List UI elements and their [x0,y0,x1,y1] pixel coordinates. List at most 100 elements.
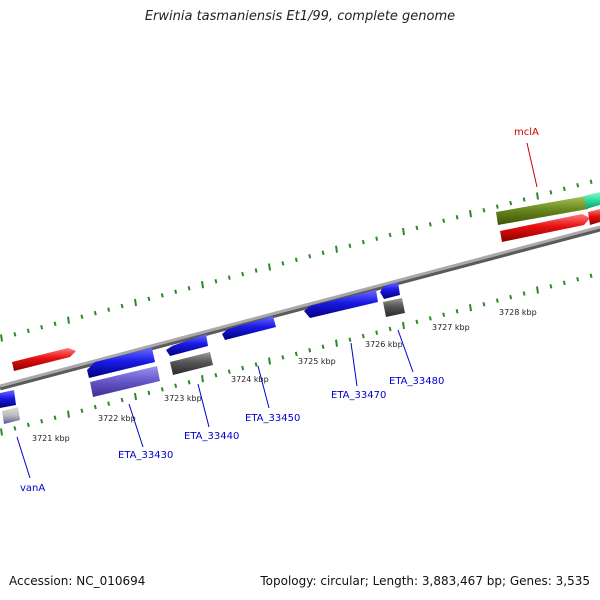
scale-tick [0,334,3,342]
scale-tick [294,351,298,357]
scale-tick [53,415,57,421]
scale-tick [268,357,271,365]
kbp-label: 3727 kbp [432,323,470,332]
gene-mclA-olive[interactable] [496,196,588,225]
gene-gray-far-left[interactable] [2,407,20,424]
leader-ETA_33440 [197,383,210,428]
scale-tick [562,186,566,192]
kbp-label: 3725 kbp [298,357,336,366]
gene-label-ETA_33480[interactable]: ETA_33480 [389,376,444,387]
gene-mclA-red[interactable] [500,214,590,242]
scale-tick [268,263,271,271]
scale-tick [214,372,218,378]
scale-tick [93,404,97,410]
scale-tick [107,307,111,312]
scale-tick [549,190,553,195]
scale-tick [147,390,151,396]
gene-ETA_33480[interactable] [380,282,400,299]
scale-tick [321,250,325,256]
scale-tick [174,289,178,295]
gene-ETA_33450[interactable] [222,316,276,340]
scale-tick [26,328,30,334]
kbp-label: 3722 kbp [98,414,136,423]
kbp-label: 3723 kbp [164,394,202,403]
scale-tick [227,275,231,280]
kbp-label: 3728 kbp [499,308,537,317]
scale-tick [281,261,285,266]
leader-ETA_33450 [257,365,270,409]
scale-tick [348,337,352,342]
scale-tick [281,355,285,360]
gene-red-right[interactable] [588,209,600,225]
genome-summary-text: Topology: circular; Length: 3,883,467 bp… [260,574,590,588]
scale-tick [361,239,365,245]
scale-tick [335,339,338,347]
scale-tick [455,309,459,314]
scale-tick [201,281,204,289]
gene-label-ETA_33470[interactable]: ETA_33470 [331,390,386,401]
gene-label-vanA[interactable]: vanA [20,483,45,494]
scale-tick [201,375,204,383]
scale-tick [576,277,580,282]
scale-tick [160,387,164,392]
scale-tick [428,222,432,227]
gene-blue-far-left[interactable] [0,390,16,408]
scale-tick [402,227,405,236]
gene-ETA_33440[interactable] [166,334,208,356]
scale-tick [227,369,231,374]
scale-tick [67,316,70,324]
gene-teal[interactable] [584,192,600,209]
gene-label-ETA_33450[interactable]: ETA_33450 [245,413,300,424]
genome-backbone [0,225,600,388]
leader-vanA [16,436,31,479]
scale-tick [522,197,526,202]
forward-tick-track [0,179,593,342]
gene-label-ETA_33440[interactable]: ETA_33440 [184,431,239,442]
scale-tick [562,280,566,286]
gene-ETA_33480-gray[interactable] [383,298,405,317]
scale-tick [495,298,499,303]
scale-tick [482,301,486,307]
scale-tick [348,243,352,248]
scale-tick [495,204,499,209]
scale-tick [335,245,338,253]
leader-ETA_33430 [128,403,144,448]
gene-label-mclA[interactable]: mclA [514,127,539,138]
scale-tick [536,286,539,294]
scale-tick [402,321,405,330]
scale-tick [13,426,17,431]
scale-tick [455,215,459,220]
scale-tick [187,380,191,385]
scale-tick [174,383,178,389]
scale-tick [482,207,486,213]
scale-tick [589,179,593,185]
kbp-label: 3724 kbp [231,375,269,384]
scale-tick [53,321,57,327]
scale-tick [80,408,84,413]
scale-tick [134,298,137,307]
scale-tick [469,304,472,312]
gene-label-ETA_33430[interactable]: ETA_33430 [118,450,173,461]
leader-ETA_33470 [350,342,358,387]
scale-tick [294,257,298,263]
accession-text: Accession: NC_010694 [9,574,146,588]
gene-ETA_33440-gray[interactable] [170,352,213,375]
scale-tick [120,303,124,309]
scale-tick [321,344,325,350]
gene-ETA_33430[interactable] [87,348,155,378]
kbp-label: 3726 kbp [365,340,403,349]
scale-tick [415,225,419,231]
scale-tick [509,200,513,206]
scale-tick [549,284,553,289]
scale-tick [469,210,472,218]
map-title: Erwinia tasmaniensis Et1/99, complete ge… [144,9,456,24]
scale-tick [442,312,446,318]
scale-tick [147,296,151,302]
scale-tick [254,362,258,367]
leader-mclA [526,142,538,188]
gene-red-left[interactable] [12,348,76,371]
gene-ETA_33470[interactable] [304,290,378,318]
gene-ETA_33430-purple[interactable] [90,366,160,397]
reverse-tick-track [0,273,593,436]
